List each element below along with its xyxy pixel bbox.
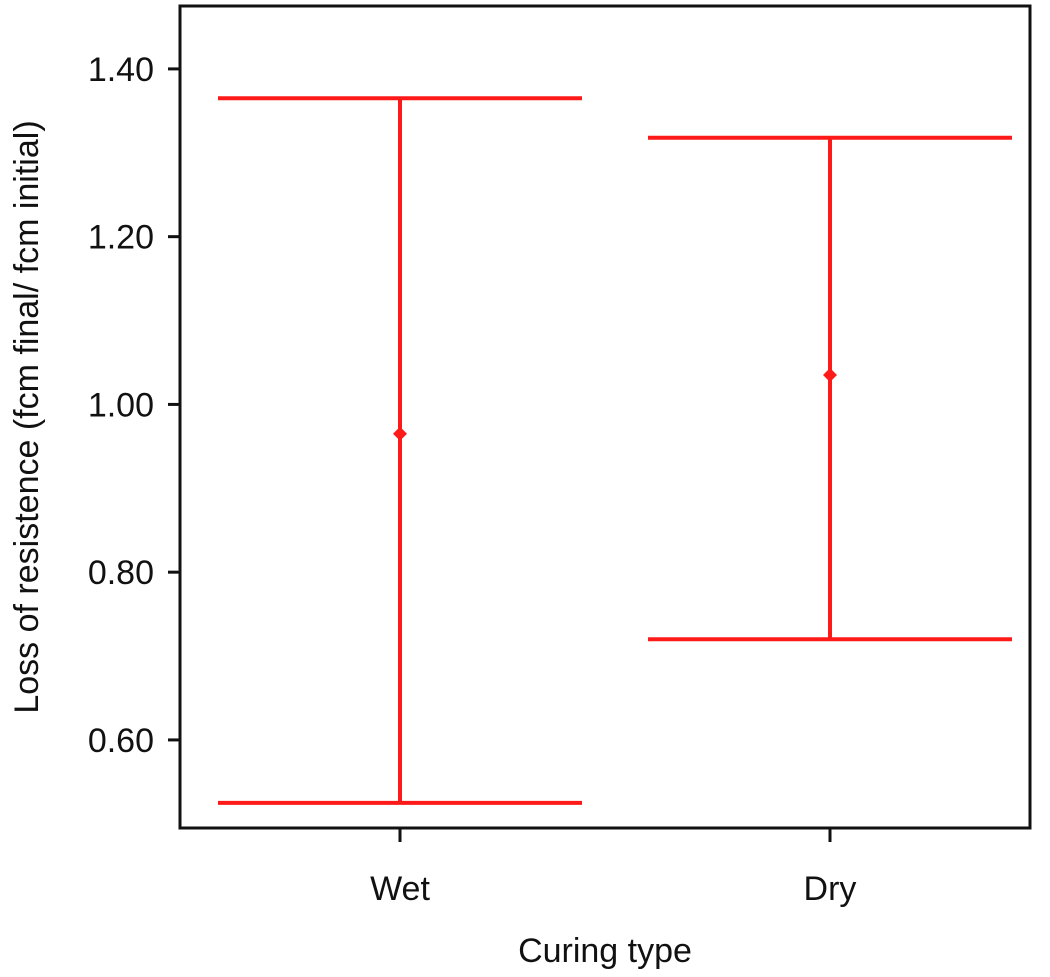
error-bars [218,96,1012,805]
y-tick-label: 0.80 [88,554,154,592]
mean-marker-wet [393,426,407,441]
x-axis-ticks: Wet Dry [370,828,856,908]
y-axis-ticks: 0.60 0.80 1.00 1.20 1.40 [88,51,180,760]
x-tick-label-dry: Dry [804,870,857,908]
y-axis-title: Loss of resistence (fcm final/ fcm initi… [8,120,46,713]
y-tick-label: 1.20 [88,219,154,257]
plot-frame [178,4,1032,830]
y-tick-label: 1.40 [88,51,154,89]
x-axis-title: Curing type [518,932,692,970]
mean-marker-dry [823,368,837,383]
x-tick-label-wet: Wet [370,870,430,908]
y-tick-label: 0.60 [88,722,154,760]
y-tick-label: 1.00 [88,386,154,424]
